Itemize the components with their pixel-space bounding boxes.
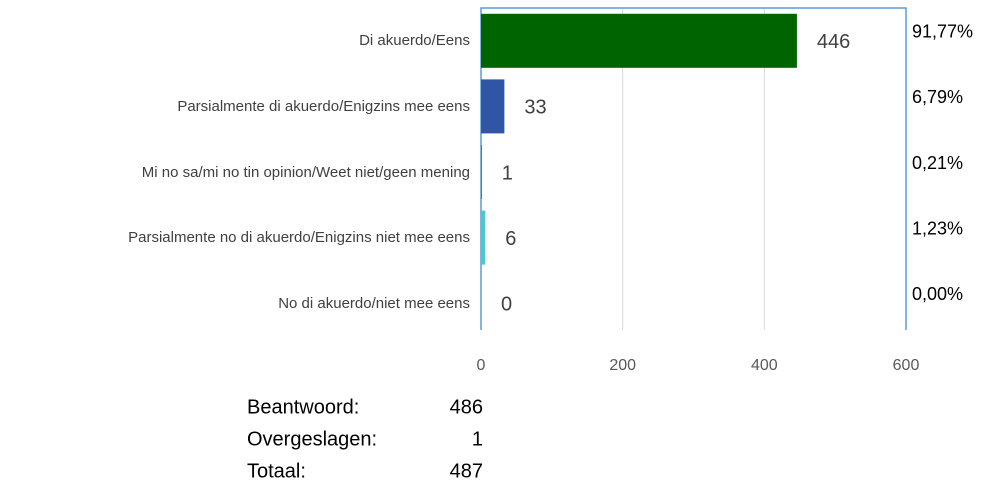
category-label: Di akuerdo/Eens [5,11,470,71]
summary-label: Totaal: [247,460,306,482]
category-text: Mi no sa/mi no tin opinion/Weet niet/gee… [141,163,470,181]
category-text: Parsialmente no di akuerdo/Enigzins niet… [128,229,470,247]
summary-value: 1 [472,428,483,450]
x-tick-label: 400 [751,357,778,374]
percent-label: 91,77% [912,22,973,42]
x-tick-label: 600 [893,357,920,374]
category-label: Mi no sa/mi no tin opinion/Weet niet/gee… [5,142,470,202]
category-label: Parsialmente di akuerdo/Enigzins mee een… [5,76,470,136]
summary-value: 486 [450,396,483,418]
percent-label: 0,00% [912,284,963,304]
summary-label: Overgeslagen: [247,428,377,450]
bar [481,13,797,68]
percent-label: 1,23% [912,218,963,238]
x-tick-label: 200 [609,357,636,374]
category-text: Di akuerdo/Eens [359,32,470,50]
value-label: 6 [505,228,516,250]
percent-label: 6,79% [912,87,963,107]
bar [481,79,505,134]
bar [481,210,486,265]
x-tick-label: 0 [477,357,486,374]
value-label: 33 [524,97,546,119]
category-label: Parsialmente no di akuerdo/Enigzins niet… [5,208,470,268]
bar [481,145,482,199]
category-text: Parsialmente di akuerdo/Enigzins mee een… [177,97,470,115]
category-label: No di akuerdo/niet mee eens [5,273,470,333]
summary-label: Beantwoord: [247,396,359,418]
category-text: No di akuerdo/niet mee eens [278,294,470,312]
percent-label: 0,21% [912,153,963,173]
value-label: 446 [817,31,850,53]
summary-value: 487 [450,460,483,482]
value-label: 1 [502,162,513,184]
value-label: 0 [501,293,512,315]
